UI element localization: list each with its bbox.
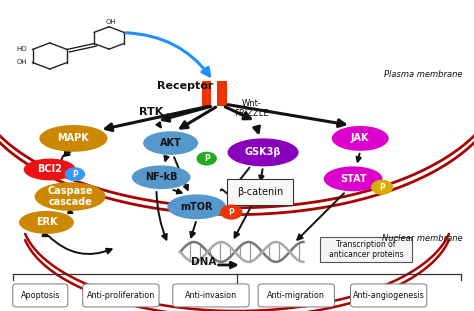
Text: NF-kB: NF-kB	[145, 172, 177, 182]
Text: ERK: ERK	[36, 217, 57, 227]
Circle shape	[372, 180, 392, 194]
Text: Caspase
cascade: Caspase cascade	[47, 186, 93, 207]
Ellipse shape	[324, 166, 383, 191]
FancyBboxPatch shape	[227, 179, 293, 205]
Text: P: P	[379, 183, 385, 192]
Text: Apoptosis: Apoptosis	[20, 291, 60, 300]
Ellipse shape	[143, 131, 198, 155]
Text: Anti-angiogenesis: Anti-angiogenesis	[353, 291, 425, 300]
Text: β-catenin: β-catenin	[237, 187, 283, 197]
Text: AKT: AKT	[160, 138, 182, 148]
Ellipse shape	[19, 211, 74, 234]
FancyBboxPatch shape	[320, 237, 412, 262]
Ellipse shape	[39, 125, 108, 152]
Circle shape	[197, 152, 216, 165]
Text: OH: OH	[17, 59, 27, 65]
Text: OH: OH	[106, 19, 117, 25]
Ellipse shape	[167, 194, 226, 219]
Ellipse shape	[228, 138, 299, 166]
FancyBboxPatch shape	[82, 284, 159, 307]
Text: Transcription of
anticancer proteins: Transcription of anticancer proteins	[328, 240, 403, 259]
Circle shape	[221, 205, 242, 219]
Text: P: P	[72, 170, 78, 179]
Ellipse shape	[35, 182, 106, 211]
FancyBboxPatch shape	[13, 284, 68, 307]
Text: GSK3β: GSK3β	[245, 147, 282, 157]
FancyBboxPatch shape	[258, 284, 334, 307]
Text: STAT: STAT	[340, 174, 366, 184]
Text: BCl2: BCl2	[37, 165, 62, 174]
Text: RTK: RTK	[138, 107, 163, 117]
FancyBboxPatch shape	[350, 284, 427, 307]
Ellipse shape	[332, 126, 389, 151]
Bar	[202, 81, 211, 106]
Text: P: P	[204, 154, 210, 163]
Text: Wnt-
FRIZZLE: Wnt- FRIZZLE	[234, 100, 269, 118]
Bar	[217, 81, 227, 106]
Text: Receptor: Receptor	[157, 81, 213, 91]
Ellipse shape	[24, 159, 76, 180]
Text: P: P	[228, 208, 234, 216]
Text: DNA: DNA	[191, 257, 217, 267]
Ellipse shape	[132, 165, 191, 189]
Text: HO: HO	[17, 46, 27, 52]
Text: Plasma membrane: Plasma membrane	[383, 70, 462, 79]
Text: MAPK: MAPK	[58, 133, 89, 143]
Text: Nuclear membrane: Nuclear membrane	[382, 234, 462, 243]
FancyBboxPatch shape	[173, 284, 249, 307]
Text: mTOR: mTOR	[181, 202, 213, 212]
Text: Anti-proliferation: Anti-proliferation	[87, 291, 155, 300]
Text: Anti-migration: Anti-migration	[267, 291, 325, 300]
Circle shape	[65, 168, 84, 180]
Text: Anti-invasion: Anti-invasion	[185, 291, 237, 300]
Text: JAK: JAK	[351, 133, 370, 143]
